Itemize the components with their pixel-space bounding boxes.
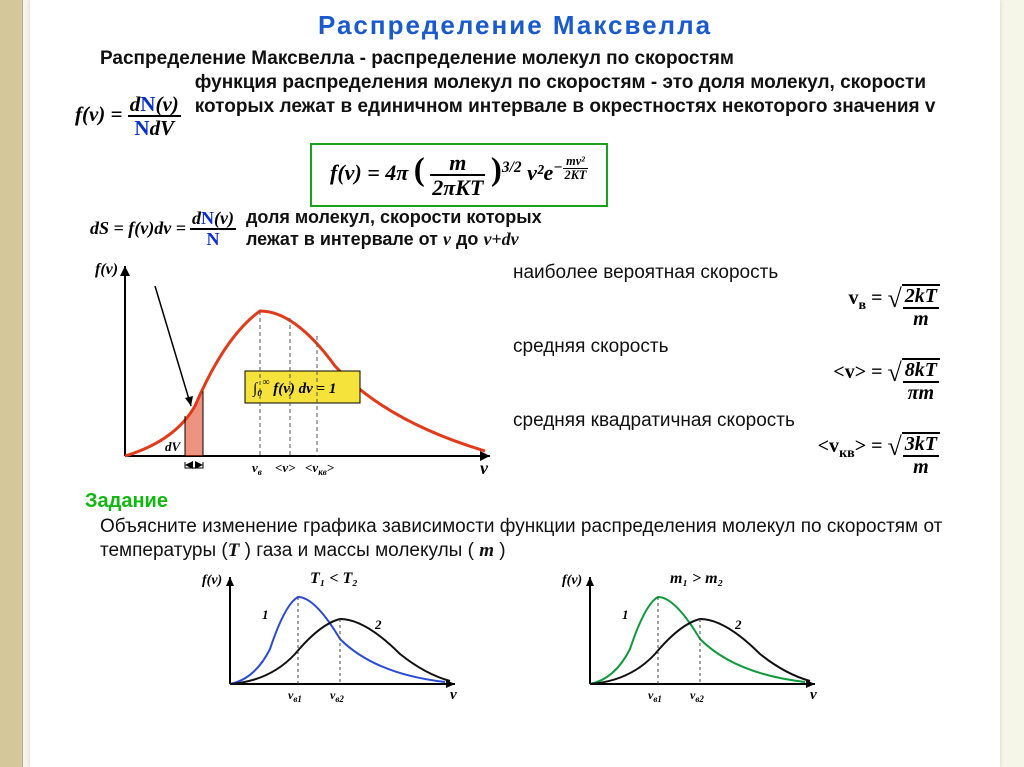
mf-exp2: −mv²2KT <box>553 159 588 176</box>
svg-text:1: 1 <box>622 607 629 622</box>
axis-x-label: v <box>480 458 489 478</box>
fv-equation: f(v) = dN(v) NdV <box>75 71 195 139</box>
svg-text:2: 2 <box>734 617 742 632</box>
prob-eq: vв = √2kTm <box>513 284 980 330</box>
svg-text:vв2: vв2 <box>330 688 344 704</box>
svg-text:vв1: vв1 <box>648 688 662 704</box>
fv-description: функция распределения молекул по скорост… <box>195 71 960 119</box>
svg-text:1: 1 <box>262 607 269 622</box>
prob-label: наиболее вероятная скорость <box>513 262 980 284</box>
svg-text:vв: vв <box>252 460 262 477</box>
rms-label: средняя квадратичная скорость <box>513 410 980 432</box>
svg-text:v: v <box>450 687 457 703</box>
ds-row: dS = f(v)dv = dN(v) N доля молекул, скор… <box>30 207 1000 250</box>
mini-chart-mass: f(v) v m₁ > m₂ 1 2 vв1 vв2 <box>560 569 830 704</box>
speed-equations: наиболее вероятная скорость vв = √2kTm с… <box>505 256 980 486</box>
rms-eq: <vкв> = √3kTm <box>513 432 980 478</box>
svg-text:v: v <box>810 687 817 703</box>
chart-and-speeds-row: f(v) v dV ∫₀∞ f(v) dv = 1 <box>30 250 1000 486</box>
svg-text:<vкв>: <vкв> <box>305 460 335 477</box>
mini-charts-row: f(v) v T₁ < T₂ 1 2 vв1 vв2 f(v) v m₁ > m… <box>30 563 1000 704</box>
mini-chart-temperature: f(v) v T₁ < T₂ 1 2 vв1 vв2 <box>200 569 470 704</box>
axis-y-label: f(v) <box>95 261 118 278</box>
mf-lhs: f(v) = 4π <box>330 160 408 185</box>
main-formula-row: f(v) = 4π ( m 2πKT )3/2 v²e−mv²2KT <box>30 139 1000 207</box>
dv-label: dV <box>165 439 182 454</box>
page-title: Распределение Максвелла <box>30 0 1000 41</box>
intro-text: Распределение Максвелла - распределение … <box>30 41 1000 71</box>
mf-frac: m 2πKT <box>430 151 485 199</box>
svg-text:f(v): f(v) <box>562 573 582 588</box>
svg-text:2: 2 <box>374 617 382 632</box>
task-heading: Задание <box>30 486 1000 513</box>
most-probable-speed: наиболее вероятная скорость vв = √2kTm <box>513 262 980 330</box>
svg-text:vв2: vв2 <box>690 688 704 704</box>
rms-speed: средняя квадратичная скорость <vкв> = √3… <box>513 410 980 478</box>
ds-frac: dN(v) N <box>190 209 236 249</box>
svg-text:<v>: <v> <box>275 460 296 475</box>
avg-eq: <v> = √8kTπm <box>513 358 980 404</box>
fv-definition-row: f(v) = dN(v) NdV функция распределения м… <box>30 71 1000 139</box>
svg-text:vв1: vв1 <box>288 688 302 704</box>
mini2-title: m₁ > m₂ <box>670 570 723 587</box>
fv-lhs: f(v) = <box>75 102 123 126</box>
main-chart: f(v) v dV ∫₀∞ f(v) dv = 1 <box>85 256 505 486</box>
document-page: Распределение Максвелла Распределение Ма… <box>30 0 1000 767</box>
ds-desc: доля молекул, скорости которыхлежат в ин… <box>244 207 542 250</box>
fv-fraction: dN(v) NdV <box>128 93 181 139</box>
avg-label: средняя скорость <box>513 336 980 358</box>
mf-mid: v²e <box>527 160 553 185</box>
page-binding <box>0 0 23 767</box>
average-speed: средняя скорость <v> = √8kTπm <box>513 336 980 404</box>
task-body: Объясните изменение графика зависимости … <box>30 513 1000 563</box>
mf-exp1: 3/2 <box>502 159 522 176</box>
ds-lhs: dS = f(v)dv = <box>90 218 186 239</box>
svg-text:f(v): f(v) <box>202 573 222 588</box>
mini1-title: T₁ < T₂ <box>310 570 358 587</box>
main-formula-box: f(v) = 4π ( m 2πKT )3/2 v²e−mv²2KT <box>310 143 608 207</box>
